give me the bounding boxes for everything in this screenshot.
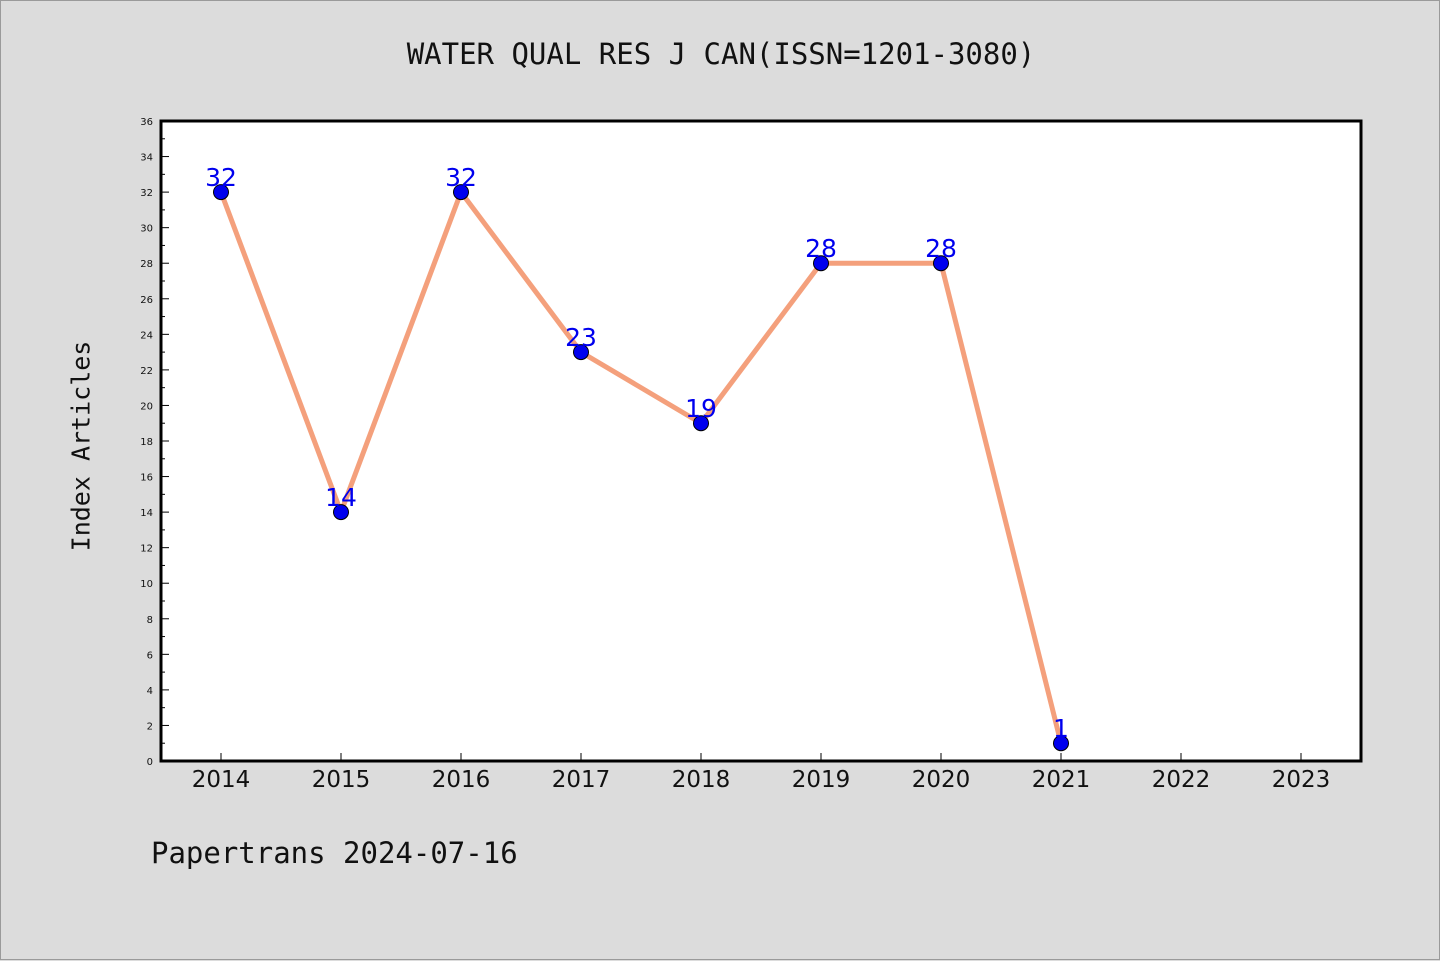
x-tick-label: 2021 [1032, 767, 1091, 793]
y-tick-label: 24 [140, 330, 153, 341]
data-point [333, 504, 349, 521]
x-tick-label: 2022 [1152, 767, 1211, 793]
y-tick-label: 20 [140, 401, 153, 412]
y-tick-label: 22 [140, 366, 153, 377]
x-tick-label: 2023 [1272, 767, 1331, 793]
data-label: 19 [685, 394, 717, 423]
x-tick-label: 2019 [792, 767, 851, 793]
y-tick-label: 2 [147, 721, 153, 732]
data-label: 32 [445, 163, 477, 192]
data-point [453, 184, 469, 201]
y-tick-label: 14 [140, 508, 153, 519]
y-tick-label: 32 [140, 188, 153, 199]
data-point [933, 255, 949, 272]
chart-title: WATER QUAL RES J CAN(ISSN=1201-3080) [406, 37, 1036, 71]
data-label: 28 [925, 234, 957, 263]
y-tick-label: 6 [147, 650, 153, 661]
series-line [218, 189, 1064, 744]
data-label: 1 [1053, 714, 1069, 743]
y-tick-label: 0 [147, 757, 153, 768]
y-tick-label: 30 [140, 224, 153, 235]
data-point [813, 255, 829, 272]
y-tick-label: 10 [140, 579, 153, 590]
x-tick-label: 2017 [552, 767, 611, 793]
data-label: 14 [325, 483, 357, 512]
data-point [1053, 735, 1069, 752]
y-tick-label: 4 [147, 686, 153, 697]
data-label: 23 [565, 323, 597, 352]
data-point [573, 344, 589, 361]
y-tick-label: 36 [140, 117, 153, 128]
y-tick-label: 8 [147, 615, 153, 626]
y-tick-label: 18 [140, 437, 153, 448]
x-tick-label: 2018 [672, 767, 731, 793]
y-tick-label: 28 [140, 259, 153, 270]
x-tick-label: 2016 [432, 767, 491, 793]
data-label: 28 [805, 234, 837, 263]
data-label: 32 [205, 163, 237, 192]
y-tick-label: 26 [140, 295, 153, 306]
y-tick-label: 16 [140, 473, 153, 484]
footer-note: Papertrans 2024-07-16 [151, 836, 518, 870]
y-tick-label: 34 [140, 153, 153, 164]
x-tick-label: 2015 [312, 767, 371, 793]
x-tick-label: 2014 [192, 767, 251, 793]
x-tick-label: 2020 [912, 767, 971, 793]
data-point [213, 184, 229, 201]
y-tick-label: 12 [140, 544, 153, 555]
data-point [693, 415, 709, 432]
plot-frame [159, 119, 1363, 763]
